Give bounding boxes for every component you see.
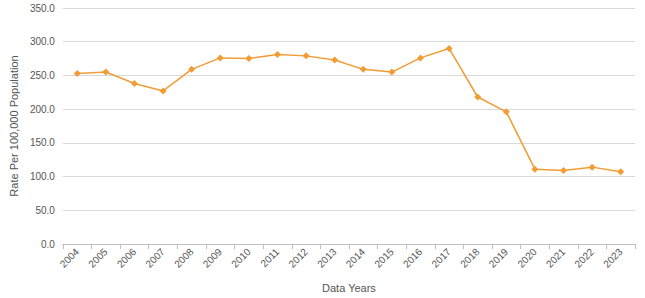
svg-text:2004: 2004 (58, 246, 82, 270)
svg-text:2014: 2014 (344, 246, 368, 270)
svg-text:2010: 2010 (229, 246, 253, 270)
svg-text:2019: 2019 (487, 246, 511, 270)
svg-text:Data Years: Data Years (322, 282, 376, 294)
svg-text:2016: 2016 (401, 246, 425, 270)
svg-text:0.0: 0.0 (41, 239, 55, 250)
svg-text:200.0: 200.0 (30, 104, 55, 115)
svg-text:150.0: 150.0 (30, 137, 55, 148)
svg-text:2023: 2023 (601, 246, 625, 270)
svg-text:2008: 2008 (172, 246, 196, 270)
svg-text:50.0: 50.0 (35, 205, 55, 216)
svg-text:2017: 2017 (429, 246, 453, 270)
svg-text:2006: 2006 (115, 246, 139, 270)
svg-text:2011: 2011 (258, 246, 281, 269)
svg-text:2018: 2018 (458, 246, 482, 270)
svg-text:2013: 2013 (315, 246, 339, 270)
svg-text:2015: 2015 (372, 246, 396, 270)
svg-text:300.0: 300.0 (30, 36, 55, 47)
svg-text:2021: 2021 (544, 246, 568, 270)
svg-text:100.0: 100.0 (30, 171, 55, 182)
svg-text:2012: 2012 (286, 246, 310, 270)
svg-text:2022: 2022 (572, 246, 596, 270)
svg-text:250.0: 250.0 (30, 70, 55, 81)
svg-text:350.0: 350.0 (30, 3, 55, 14)
svg-text:2007: 2007 (143, 246, 167, 270)
svg-text:Rate Per 100,000 Population: Rate Per 100,000 Population (8, 55, 20, 196)
svg-text:2020: 2020 (515, 246, 539, 270)
svg-text:2009: 2009 (201, 246, 225, 270)
svg-text:2005: 2005 (86, 246, 110, 270)
